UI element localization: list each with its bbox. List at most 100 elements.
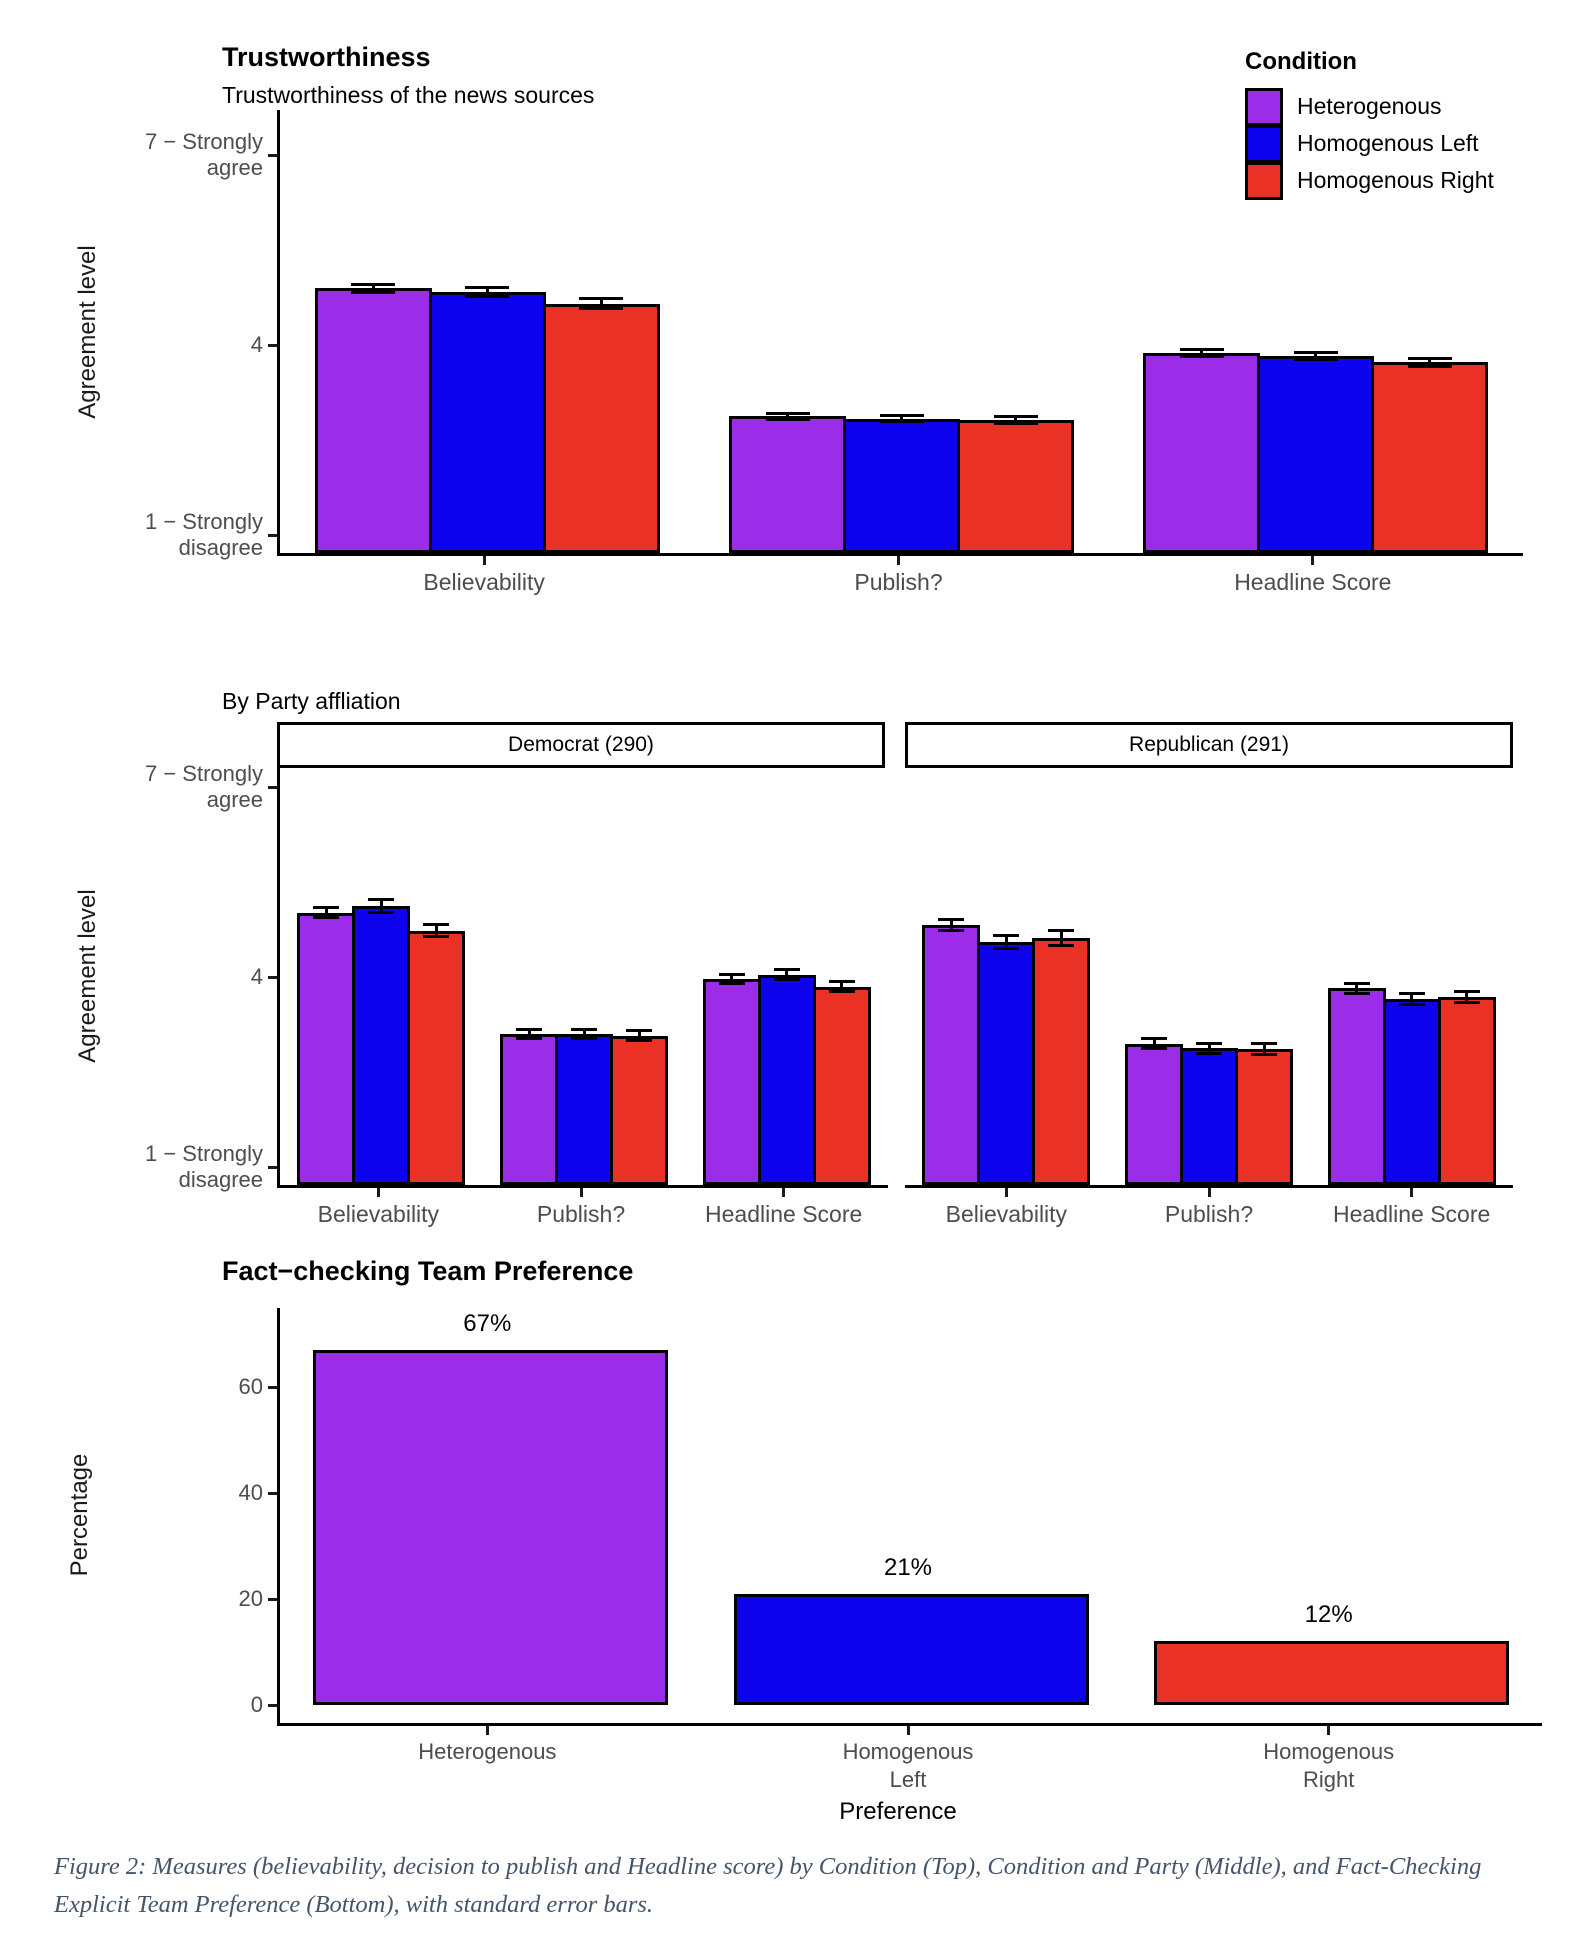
chart-title: Trustworthiness [222,42,431,72]
error-bar-cap [351,283,396,287]
y-tick-label: 4 [250,332,263,358]
bar [407,930,466,1185]
error-bar-line [1314,352,1318,360]
error-bar-cap [1141,1037,1167,1041]
error-bar-cap [313,906,340,910]
facet-strip-republican: Republican (291) [905,722,1513,768]
x-axis-tick [1207,1188,1211,1197]
bar [1437,997,1496,1185]
error-bar-line [1410,993,1414,1005]
error-bar-cap [718,981,745,985]
y-tick-label: 7 − Strongly agree [144,761,263,813]
bar [1143,352,1261,553]
error-bar-cap [938,929,965,933]
error-bar-line [949,919,953,931]
bar [1032,938,1091,1185]
error-bar-cap [571,1027,597,1031]
error-bar-cap [1407,364,1452,368]
error-bar-cap [993,934,1020,938]
error-bar-cap [423,922,450,926]
error-bar-cap [626,1029,652,1033]
error-bar-line [1207,1043,1211,1054]
error-bar-cap [351,290,396,294]
legend-item: Homogenous Right [1245,161,1494,200]
error-bar-line [379,899,383,913]
error-bar-cap [879,414,924,418]
bar-value-label: 21% [883,1553,933,1581]
error-bar-cap [993,414,1038,418]
error-bar-line [1014,416,1017,424]
legend-item: Homogenous Left [1245,124,1494,163]
x-category-label: Believability [945,1201,1068,1227]
x-category-label: Publish? [854,569,943,595]
error-bar-cap [993,422,1038,426]
x-category-label: Heterogenous [418,1739,557,1764]
x-category-label: Believability [423,569,545,595]
bar [812,986,871,1185]
bar [729,416,846,553]
y-tick-label: 40 [238,1480,263,1506]
error-bar-cap [465,285,510,289]
error-bar-cap [1048,944,1075,948]
x-axis-tick [1311,556,1315,565]
legend: Condition Heterogenous Homogenous Left Hom… [1245,48,1494,200]
chart-subtitle: Trustworthiness of the news sources [222,82,595,108]
error-bar-cap [1453,1001,1480,1005]
error-bar-cap [423,935,450,939]
error-bar-line [1152,1038,1156,1049]
error-bar-line [637,1030,641,1041]
y-axis-tick [268,1165,277,1169]
y-tick-label: 1 − Strongly disagree [144,1141,263,1193]
error-bar-line [730,974,734,984]
x-category-label: Headline Score [1234,569,1392,595]
x-axis-tick [906,1726,910,1735]
y-axis-tick [268,1703,277,1707]
error-bar-cap [1293,351,1338,355]
legend-item-label: Homogenous Left [1297,130,1479,156]
x-axis-tick [1327,1726,1331,1735]
bar [297,912,356,1185]
bar [957,420,1074,553]
legend-title: Condition [1245,48,1357,75]
plot-panel-democrat [277,768,888,1188]
y-axis-tick [268,343,277,347]
error-bar-cap [1048,929,1075,933]
error-bar-line [1355,983,1359,994]
error-bar-line [582,1029,586,1039]
error-bar-line [786,413,789,420]
error-bar-cap [765,411,810,415]
chart-title: Fact−checking Team Preference [222,1256,634,1286]
x-axis-label: Preference [839,1798,957,1825]
plot-panel [277,110,1523,556]
error-bar-cap [993,946,1020,950]
bar [1235,1048,1293,1185]
error-bar-line [1465,991,1469,1003]
x-axis-tick [376,1188,380,1197]
y-axis-tick [268,533,277,537]
error-bar-cap [1179,354,1224,358]
error-bar-line [1262,1043,1266,1055]
error-bar-cap [828,990,855,994]
bar [843,418,960,553]
x-category-label: Publish? [536,1201,626,1227]
bar [428,291,546,553]
x-axis-tick [1004,1188,1008,1197]
error-bar-cap [626,1039,652,1043]
bar [922,924,981,1185]
error-bar-line [785,969,789,980]
error-bar-line [1200,349,1204,357]
legend-items: Heterogenous Homogenous Left Homogenous Ri… [1245,87,1494,200]
x-axis-tick [485,1726,489,1735]
x-axis-tick [782,1188,786,1197]
y-tick-label: 60 [238,1374,263,1400]
y-axis-tick [268,153,277,157]
error-bar-cap [579,307,624,311]
legend-item-label: Heterogenous [1297,93,1442,119]
bar [352,905,411,1185]
plot-panel [277,1308,1542,1726]
error-bar-cap [1196,1051,1222,1055]
error-bar-cap [938,917,965,921]
error-bar-cap [571,1036,597,1040]
error-bar-line [485,287,489,297]
